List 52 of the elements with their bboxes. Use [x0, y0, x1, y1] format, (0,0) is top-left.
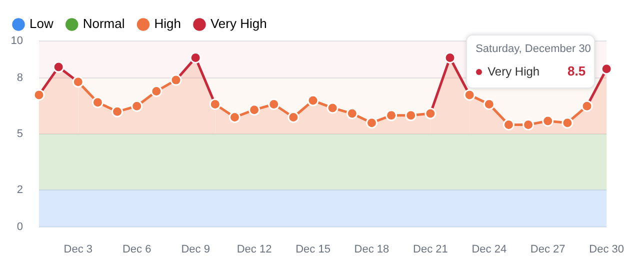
point	[268, 98, 280, 110]
point	[131, 100, 143, 112]
point	[72, 76, 84, 88]
point	[483, 98, 495, 110]
point	[92, 96, 104, 108]
point	[346, 108, 358, 120]
point	[52, 61, 64, 73]
point	[288, 112, 300, 124]
point	[581, 100, 593, 112]
y-tick-label: 2	[16, 184, 23, 196]
y-tick-label: 5	[16, 128, 23, 140]
point	[190, 52, 202, 64]
x-tick-label: Dec 27	[530, 244, 566, 256]
point	[307, 94, 319, 106]
point	[522, 118, 534, 130]
x-tick-label: Dec 18	[354, 244, 390, 256]
point	[228, 112, 240, 124]
point	[502, 118, 514, 130]
point	[248, 104, 260, 116]
point	[209, 98, 221, 110]
legend-label: High	[154, 16, 181, 32]
point	[424, 108, 436, 120]
annotation: 8.5	[567, 64, 586, 79]
legend-label: Normal	[82, 16, 125, 32]
point	[444, 52, 456, 64]
point	[405, 110, 417, 122]
point	[33, 89, 45, 101]
annotation: Very High	[488, 64, 540, 78]
point	[542, 115, 554, 127]
x-tick-label: Dec 12	[236, 244, 272, 256]
annotation: Saturday, December 30	[476, 43, 591, 56]
legend-label: Very High	[210, 16, 267, 32]
point	[366, 117, 378, 129]
point	[464, 89, 476, 101]
x-tick-label: Dec 21	[413, 244, 448, 256]
y-tick-label: 10	[10, 35, 23, 48]
y-tick-label: 8	[16, 72, 23, 84]
point	[600, 63, 612, 75]
point	[170, 74, 182, 86]
legend-label: Low	[30, 16, 54, 32]
y-tick-label: 0	[16, 221, 23, 234]
x-tick-label: Dec 6	[122, 244, 152, 256]
x-tick-label: Dec 30	[589, 244, 624, 256]
point	[112, 106, 124, 118]
x-tick-label: Dec 24	[472, 244, 507, 256]
point	[386, 110, 398, 122]
point	[562, 117, 574, 129]
x-tick-label: Dec 3	[64, 244, 93, 256]
point	[150, 85, 162, 97]
x-tick-label: Dec 15	[296, 244, 330, 256]
point	[326, 102, 338, 114]
x-tick-label: Dec 9	[181, 244, 210, 256]
